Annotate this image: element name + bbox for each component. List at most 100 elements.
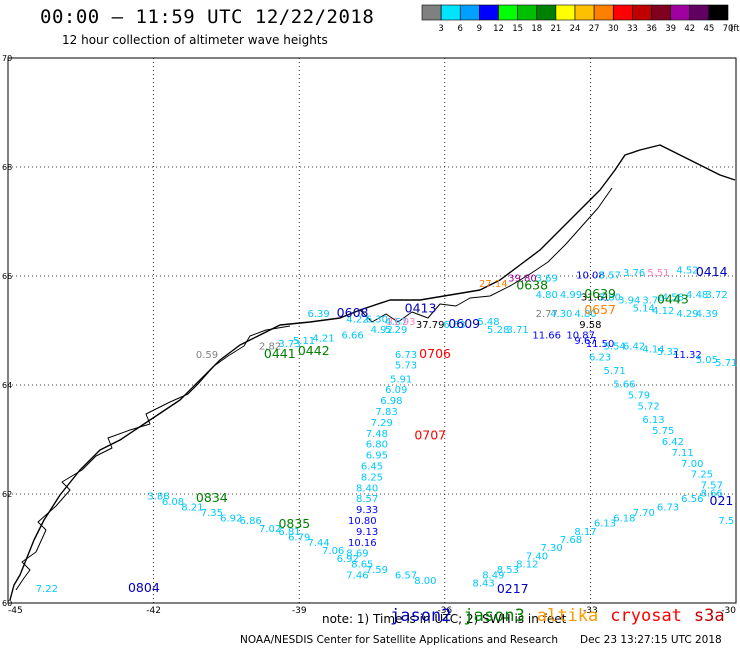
wave-height-point: 7.06	[322, 546, 344, 557]
colorbar-swatch	[555, 4, 576, 21]
wave-height-point: 5.54	[604, 342, 626, 353]
x-tick-label: -30	[721, 606, 736, 616]
colorbar-tick-label: 6	[458, 24, 463, 34]
x-tick-label: -33	[583, 606, 598, 616]
wave-height-point: 6.57	[395, 570, 417, 581]
wave-height-point: 8.25	[361, 472, 383, 483]
wave-height-point: 7.00	[681, 459, 703, 470]
wave-height-point: 6.13	[594, 519, 616, 530]
wave-height-point: 7.70	[633, 508, 655, 519]
wave-height-point: 6.79	[288, 532, 310, 543]
y-tick-label: 68	[2, 163, 12, 172]
wave-height-point: 5.14	[633, 303, 655, 314]
wave-height-point: 11.66	[532, 331, 561, 342]
pass-time-label: 0413	[405, 301, 437, 316]
wave-height-point: 6.13	[642, 415, 664, 426]
wave-height-point: 3.76	[623, 268, 645, 279]
wave-height-point: 6.42	[662, 437, 684, 448]
colorbar-swatch	[421, 4, 442, 21]
wave-height-point: 5.72	[638, 402, 660, 413]
wave-height-point: 6.95	[366, 451, 388, 462]
wave-height-point: 7.30	[540, 543, 562, 554]
pass-time-label: 0707	[414, 428, 446, 443]
axes-frame: -45 -42 -39 -36 -33 -30 60 62 64 66 68 70	[2, 54, 737, 616]
wave-height-point: 8.65	[351, 560, 373, 571]
wave-height-point: 3.73	[278, 339, 300, 350]
wave-height-point: 2.77	[536, 309, 558, 320]
pass-time-label: 0441	[264, 346, 296, 361]
wave-height-point: 9.67	[574, 336, 596, 347]
wave-height-point: 7.46	[346, 570, 368, 581]
colorbar-swatch	[670, 4, 691, 21]
wave-height-point: 3.72	[705, 290, 727, 301]
footnote: note: 1) Time is in UTC; 2) SWH is in fe…	[322, 612, 567, 626]
legend-s3a: s3a	[693, 606, 725, 626]
wave-height-point: 3.79	[642, 295, 664, 306]
wave-height-point: 27.14	[479, 279, 508, 290]
wave-height-point: 6.39	[307, 309, 329, 320]
wave-height-point: 6.98	[380, 396, 402, 407]
wave-height-point: 6.86	[240, 516, 262, 527]
pass-time-label: 0609	[448, 316, 480, 331]
wave-height-point: 11.32	[673, 350, 702, 361]
legend-altika: altika	[536, 606, 599, 626]
wave-height-point: 9.33	[356, 505, 378, 516]
wave-height-point: 4.30	[550, 309, 572, 320]
colorbar-tick-label: 42	[684, 24, 695, 34]
wave-height-point: 3.86	[147, 491, 169, 502]
colorbar-tick-label: 9	[477, 24, 482, 34]
wave-height-point: 4.52	[676, 265, 698, 276]
wave-height-point: 4.12	[652, 306, 674, 317]
colorbar-swatch	[536, 4, 557, 21]
credit-line: NOAA/NESDIS Center for Satellite Applica…	[240, 634, 558, 646]
wave-height-point: 10.16	[348, 538, 377, 549]
pass-time-label: 0608	[337, 305, 369, 320]
colorbar-tick-label: 3	[438, 24, 443, 34]
wave-height-point: 2.82	[259, 342, 281, 353]
wave-height-point: 5.66	[613, 380, 635, 391]
wave-height-point: 4.80	[536, 290, 558, 301]
wave-height-point: 8.69	[346, 549, 368, 560]
wave-height-point: 3.69	[536, 273, 558, 284]
wave-height-point: 4.22	[346, 314, 368, 325]
wave-height-point: 4.39	[696, 309, 718, 320]
pass-time-label: 0804	[128, 580, 160, 595]
wave-height-point: 5.75	[652, 426, 674, 437]
wave-height-point: 5.71	[604, 366, 626, 377]
wave-height-point: 31.61	[581, 293, 610, 304]
colorbar-tick-label: 33	[627, 24, 638, 34]
wave-height-point: 8.66	[701, 489, 723, 500]
pass-time-label: 0639	[584, 286, 616, 301]
y-tick-label: 64	[2, 381, 12, 390]
wave-height-point: 6.45	[361, 461, 383, 472]
x-tick-label: -42	[146, 606, 161, 616]
wave-height-point: 4.80	[574, 309, 596, 320]
wave-height-point: 7.44	[307, 538, 329, 549]
colorbar-tick-label: 15	[512, 24, 523, 34]
wave-height-point: 4.58	[662, 293, 684, 304]
wave-height-point: 10.87	[566, 331, 595, 342]
wave-height-point: 7.68	[560, 535, 582, 546]
chart-subtitle: 12 hour collection of altimeter wave hei…	[62, 33, 328, 47]
wave-height-point: 6.73	[395, 350, 417, 361]
wave-height-point: 5.71	[715, 358, 737, 369]
wave-height-point: 6.30	[366, 314, 388, 325]
pass-time-label: 0217	[497, 581, 529, 596]
colorbar-swatch	[479, 4, 499, 21]
wave-height-point: 6.92	[337, 554, 359, 565]
colorbar-swatch	[651, 4, 671, 21]
colorbar-swatch	[708, 4, 729, 21]
wave-height-point: 37.79	[416, 320, 445, 331]
wave-height-point: 5.57	[599, 271, 621, 282]
colorbar-tick-label: 70	[723, 24, 734, 34]
wave-height-point: 7.83	[375, 407, 397, 418]
wave-height-point: 7.29	[371, 418, 393, 429]
pass-time-label: 0706	[419, 346, 451, 361]
pass-time-label: 021	[710, 493, 734, 508]
wave-height-point: 7.11	[671, 448, 693, 459]
legend-cryosat: cryosat	[610, 606, 682, 626]
wave-height-point: 6.63	[443, 320, 465, 331]
wave-height-values: 7.223.866.088.217.356.926.867.026.816.79…	[36, 265, 738, 595]
wave-height-point: 7.25	[691, 470, 713, 481]
wave-height-point: 6.81	[278, 527, 300, 538]
